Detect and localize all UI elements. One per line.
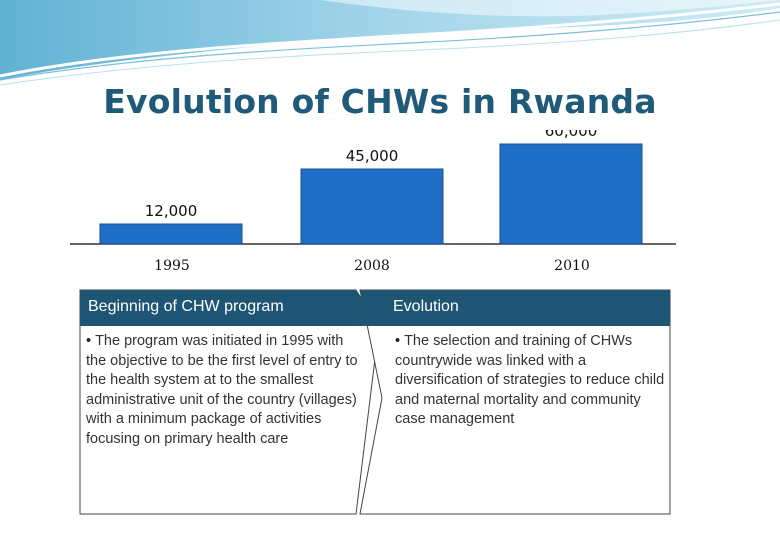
bar-1995 — [99, 223, 243, 245]
bar-chart: 12,000 1995 45,000 2008 60,000 2010 — [70, 130, 676, 274]
data-label-2008: 45,000 — [346, 147, 399, 165]
panel-beginning-shape — [79, 289, 380, 515]
panel-evolution: Evolution • The selection and training of… — [358, 288, 678, 516]
bullet-marker: • — [86, 333, 92, 349]
panel-beginning: Beginning of CHW program • The program wa… — [78, 288, 388, 516]
bar-2008 — [300, 168, 444, 245]
category-label-2008: 2008 — [354, 258, 390, 274]
data-label-2010: 60,000 — [545, 130, 598, 140]
category-label-1995: 1995 — [154, 258, 190, 274]
panel-beginning-text: The program was initiated in 1995 with t… — [86, 333, 358, 447]
panel-evolution-text: The selection and training of CHWs count… — [395, 333, 665, 427]
bullet-marker: • — [395, 333, 401, 349]
slide-title: Evolution of CHWs in Rwanda — [103, 82, 657, 121]
data-label-1995: 12,000 — [145, 202, 198, 220]
bar-2010 — [499, 143, 643, 245]
panel-evolution-title: Evolution — [393, 298, 459, 315]
panel-beginning-title: Beginning of CHW program — [88, 298, 284, 315]
panel-evolution-shape — [359, 289, 671, 515]
panel-beginning-bullet: • The program was initiated in 1995 with … — [86, 332, 358, 449]
category-label-2010: 2010 — [554, 258, 590, 274]
header-wave-decoration — [0, 0, 780, 86]
panel-evolution-bullet: • The selection and training of CHWs coun… — [395, 332, 665, 430]
